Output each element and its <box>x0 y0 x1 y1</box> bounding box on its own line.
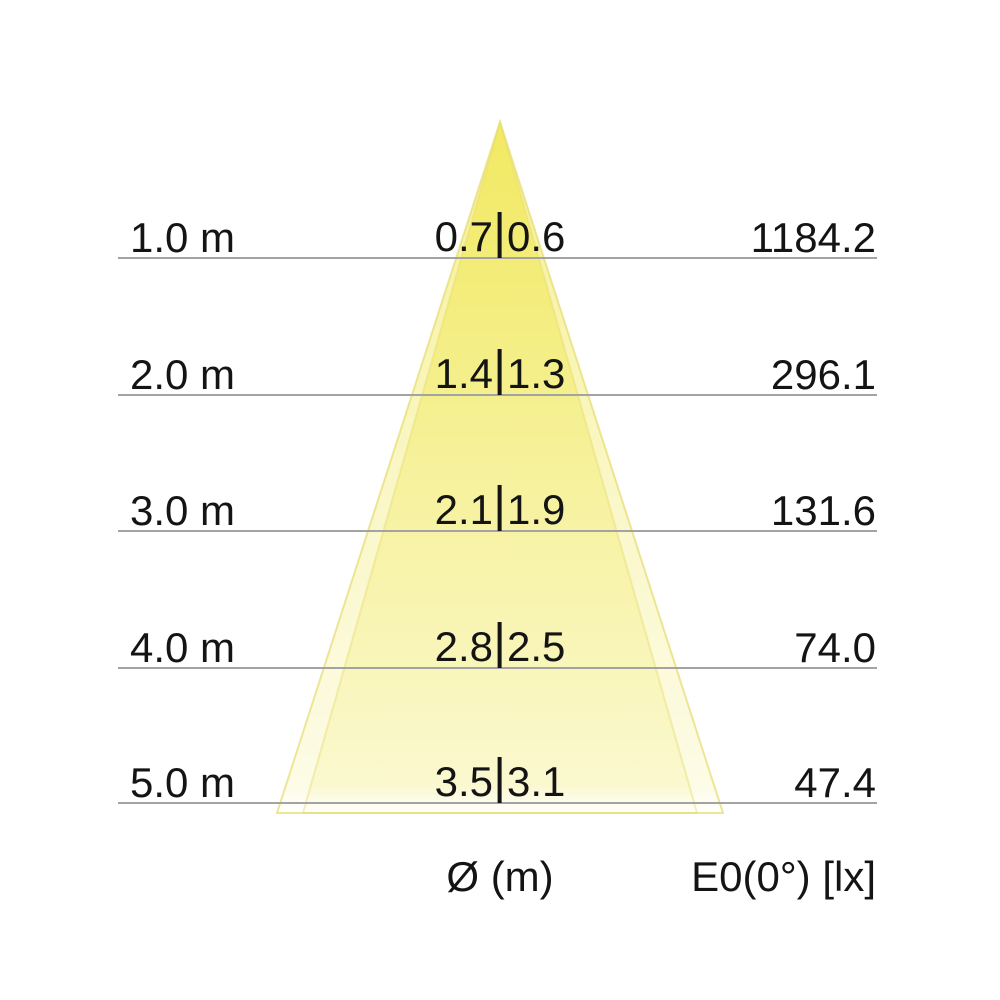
center-tick-1m <box>498 212 502 258</box>
diameter-group-3m: 2.1 1.9 <box>434 481 566 533</box>
illuminance-value-1m: 1184.2 <box>750 214 876 261</box>
distance-label-2m: 2.0 m <box>130 351 236 398</box>
illuminance-value-3m: 131.6 <box>770 487 876 534</box>
diameter-narrow-4m: 2.5 <box>507 623 566 670</box>
diameter-group-2m: 1.4 1.3 <box>434 345 566 397</box>
diameter-narrow-1m: 0.6 <box>507 213 566 260</box>
diameter-narrow-2m: 1.3 <box>507 350 566 397</box>
distance-line-1m <box>118 257 877 259</box>
illuminance-value-4m: 74.0 <box>794 624 876 671</box>
distance-line-2m <box>118 394 877 396</box>
diameter-group-1m: 0.7 0.6 <box>434 208 566 260</box>
diameter-column-label: Ø (m) <box>446 853 554 900</box>
distance-line-5m <box>118 802 877 804</box>
center-tick-4m <box>498 622 502 668</box>
illuminance-value-5m: 47.4 <box>794 759 876 806</box>
distance-label-4m: 4.0 m <box>130 624 236 671</box>
diameter-wide-4m: 2.8 <box>434 623 493 670</box>
center-tick-3m <box>498 485 502 531</box>
diameter-wide-3m: 2.1 <box>434 486 493 533</box>
diameter-narrow-5m: 3.1 <box>507 758 566 805</box>
distance-label-1m: 1.0 m <box>130 214 236 261</box>
center-tick-5m <box>498 757 502 803</box>
diameter-wide-2m: 1.4 <box>434 350 493 397</box>
diameter-group-5m: 3.5 3.1 <box>434 753 566 805</box>
center-tick-2m <box>498 349 502 395</box>
distance-label-5m: 5.0 m <box>130 759 236 806</box>
illuminance-value-2m: 296.1 <box>770 351 876 398</box>
diameter-wide-5m: 3.5 <box>434 758 493 805</box>
inner-beam-cone <box>301 118 699 814</box>
distance-line-3m <box>118 530 877 532</box>
distance-label-3m: 3.0 m <box>130 487 236 534</box>
diameter-narrow-3m: 1.9 <box>507 486 566 533</box>
distance-line-4m <box>118 667 877 669</box>
diameter-wide-1m: 0.7 <box>434 213 493 260</box>
illuminance-column-label: E0(0°) [lx] <box>691 853 876 900</box>
diameter-group-4m: 2.8 2.5 <box>434 618 566 670</box>
